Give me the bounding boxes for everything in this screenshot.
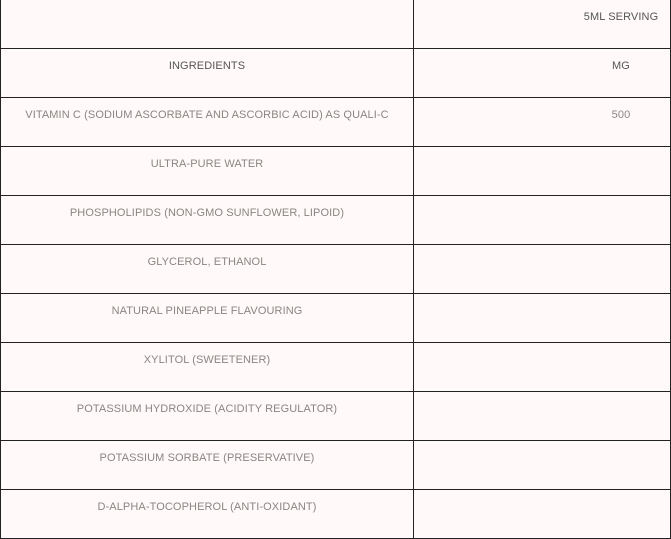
ingredients-column-label: INGREDIENTS [168,60,246,72]
table-row: GLYCEROL, ETHANOL [0,244,671,294]
table-row: POTASSIUM SORBATE (PRESERVATIVE) [0,440,671,490]
amount-cell: 500 [413,97,671,147]
amount-cell [413,391,671,441]
ingredient-amount [571,441,671,451]
ingredient-cell: VITAMIN C (SODIUM ASCORBATE AND ASCORBIC… [0,97,414,147]
mg-column-label: MG [612,60,630,72]
ingredient-amount [571,343,671,353]
ingredient-cell: PHOSPHOLIPIDS (NON-GMO SUNFLOWER, LIPOID… [0,195,414,245]
table-row: D-ALPHA-TOCOPHEROL (ANTI-OXIDANT) [0,489,671,539]
amount-cell [413,244,671,294]
ingredient-name: XYLITOL (SWEETENER) [143,354,271,366]
table-row: POTASSIUM HYDROXIDE (ACIDITY REGULATOR) [0,391,671,441]
amount-cell [413,195,671,245]
ingredient-cell: XYLITOL (SWEETENER) [0,342,414,392]
serving-header-row: 5ML SERVING [0,0,671,49]
amount-cell [413,440,671,490]
header-empty-cell [0,0,414,49]
ingredient-amount [571,392,671,402]
mg-header-cell: MG [413,48,671,98]
table-row: NATURAL PINEAPPLE FLAVOURING [0,293,671,343]
ingredient-amount [571,490,671,500]
amount-cell [413,342,671,392]
table-row: VITAMIN C (SODIUM ASCORBATE AND ASCORBIC… [0,97,671,147]
ingredient-name: PHOSPHOLIPIDS (NON-GMO SUNFLOWER, LIPOID… [69,207,345,219]
ingredient-cell: D-ALPHA-TOCOPHEROL (ANTI-OXIDANT) [0,489,414,539]
ingredient-cell: GLYCEROL, ETHANOL [0,244,414,294]
ingredient-name: ULTRA-PURE WATER [150,158,264,170]
ingredient-cell: POTASSIUM HYDROXIDE (ACIDITY REGULATOR) [0,391,414,441]
table-row: XYLITOL (SWEETENER) [0,342,671,392]
serving-header-cell: 5ML SERVING [413,0,671,49]
amount-cell [413,489,671,539]
amount-cell [413,293,671,343]
ingredient-amount [571,196,671,206]
ingredient-name: POTASSIUM SORBATE (PRESERVATIVE) [99,452,315,464]
serving-size-label: 5ML SERVING [583,11,659,23]
table-row: ULTRA-PURE WATER [0,146,671,196]
ingredient-name: D-ALPHA-TOCOPHEROL (ANTI-OXIDANT) [97,501,317,513]
column-header-row: INGREDIENTS MG [0,48,671,98]
ingredient-amount [571,147,671,157]
ingredient-name: POTASSIUM HYDROXIDE (ACIDITY REGULATOR) [76,403,338,415]
ingredient-amount [571,294,671,304]
ingredient-name: GLYCEROL, ETHANOL [147,256,267,268]
amount-cell [413,146,671,196]
table-row: PHOSPHOLIPIDS (NON-GMO SUNFLOWER, LIPOID… [0,195,671,245]
ingredient-cell: ULTRA-PURE WATER [0,146,414,196]
ingredient-name: VITAMIN C (SODIUM ASCORBATE AND ASCORBIC… [25,109,389,121]
ingredient-name: NATURAL PINEAPPLE FLAVOURING [111,305,303,317]
ingredients-header-cell: INGREDIENTS [0,48,414,98]
ingredient-cell: NATURAL PINEAPPLE FLAVOURING [0,293,414,343]
ingredient-amount [571,245,671,255]
ingredient-cell: POTASSIUM SORBATE (PRESERVATIVE) [0,440,414,490]
ingredient-amount: 500 [611,109,631,121]
